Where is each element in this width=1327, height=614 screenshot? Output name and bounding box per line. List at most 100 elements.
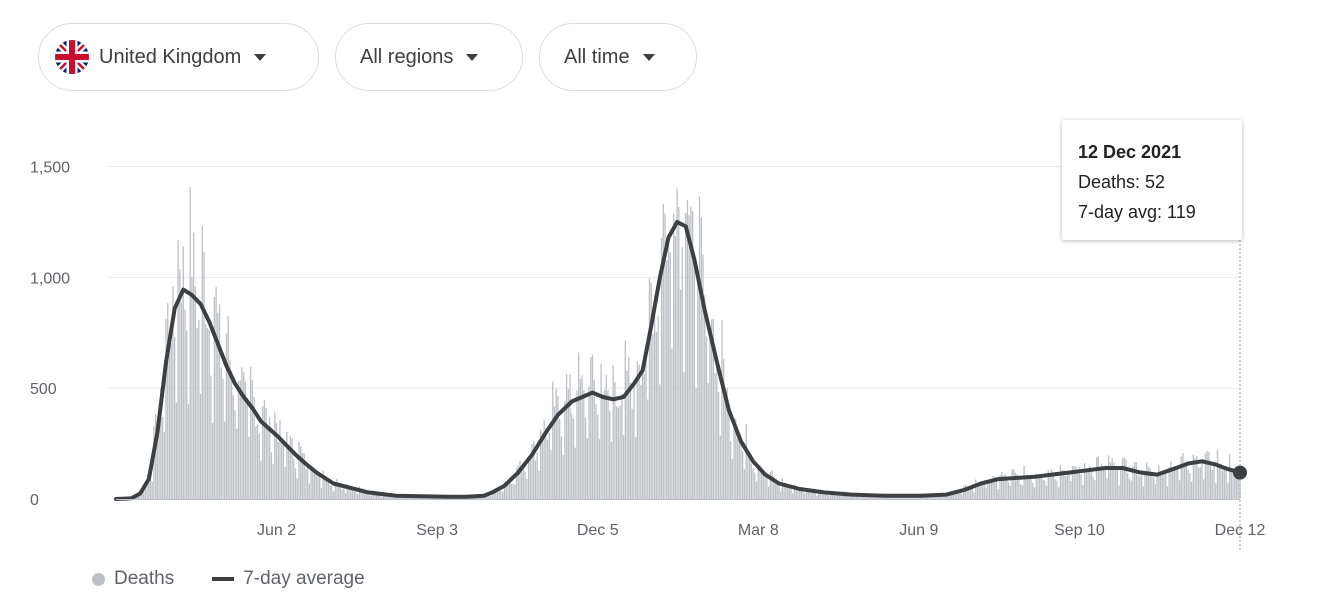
- deaths-bar: [726, 387, 728, 499]
- deaths-bar: [355, 489, 357, 499]
- deaths-bar: [631, 408, 633, 499]
- deaths-bar: [626, 371, 628, 499]
- deaths-bar: [1159, 474, 1162, 499]
- deaths-bar: [491, 491, 494, 499]
- deaths-bar: [659, 384, 661, 499]
- deaths-bar: [1018, 477, 1020, 499]
- x-tick-label: Dec 5: [577, 522, 619, 539]
- deaths-bar: [137, 495, 140, 499]
- deaths-bar: [657, 315, 659, 499]
- deaths-bar: [574, 447, 576, 499]
- deaths-bar: [148, 479, 150, 499]
- deaths-bar: [275, 422, 278, 499]
- deaths-bar: [1216, 449, 1219, 499]
- deaths-bar: [723, 358, 725, 499]
- deaths-bar: [173, 336, 176, 499]
- deaths-bar: [1185, 464, 1188, 499]
- deaths-bar: [999, 475, 1001, 499]
- deaths-bar: [780, 491, 782, 499]
- deaths-bar: [189, 187, 191, 500]
- deaths-bar: [1123, 457, 1125, 499]
- deaths-bar: [241, 367, 243, 499]
- deaths-bar: [629, 382, 632, 499]
- deaths-bar: [1097, 455, 1100, 499]
- deaths-bar: [322, 470, 324, 499]
- deaths-bar: [1132, 466, 1134, 499]
- deaths-bar: [1182, 452, 1184, 499]
- deaths-bar: [1235, 473, 1238, 499]
- deaths-bar: [624, 340, 626, 499]
- deaths-bar: [268, 417, 271, 499]
- deaths-bar: [799, 486, 801, 499]
- deaths-bar: [617, 407, 620, 499]
- deaths-bar: [348, 487, 350, 499]
- deaths-bar: [650, 282, 652, 499]
- deaths-bar: [1061, 469, 1063, 499]
- deaths-bar: [1059, 465, 1062, 499]
- deaths-bar: [1184, 462, 1186, 499]
- deaths-bar: [234, 410, 236, 499]
- deaths-bar: [301, 452, 304, 499]
- period-selector[interactable]: All time: [539, 23, 697, 91]
- deaths-bar: [493, 489, 495, 499]
- deaths-bar: [1001, 472, 1003, 499]
- deaths-bar: [256, 424, 259, 499]
- deaths-bar: [377, 494, 380, 499]
- deaths-bar: [1044, 480, 1046, 499]
- deaths-bar: [510, 483, 512, 499]
- deaths-bar: [357, 493, 359, 499]
- deaths-bar: [146, 480, 148, 499]
- deaths-bar: [804, 493, 806, 499]
- deaths-bar: [785, 482, 787, 499]
- deaths-bar: [774, 481, 777, 499]
- deaths-bar: [1064, 476, 1067, 499]
- deaths-bar: [296, 478, 298, 499]
- deaths-bar: [477, 497, 480, 499]
- deaths-bar: [745, 423, 747, 499]
- deaths-bar: [997, 489, 999, 499]
- deaths-bar: [759, 464, 761, 499]
- deaths-bar: [545, 427, 547, 499]
- deaths-bar: [742, 450, 744, 499]
- deaths-bar: [308, 483, 310, 499]
- deaths-bar: [1028, 476, 1030, 499]
- deaths-bar: [1042, 479, 1044, 499]
- deaths-bar: [180, 302, 183, 499]
- deaths-bar: [933, 495, 936, 499]
- deaths-bar: [253, 397, 255, 499]
- deaths-bar: [821, 491, 823, 499]
- deaths-bar: [155, 414, 157, 499]
- deaths-bar: [686, 199, 689, 499]
- chevron-down-icon: [466, 53, 479, 61]
- x-tick-label: Jun 9: [899, 522, 938, 539]
- deaths-bar: [983, 482, 986, 499]
- deaths-bar: [1158, 465, 1160, 499]
- deaths-bar: [1175, 469, 1177, 499]
- country-selector[interactable]: United Kingdom: [38, 23, 319, 91]
- deaths-bar: [819, 489, 822, 499]
- deaths-bar: [887, 496, 889, 499]
- deaths-bar: [270, 452, 273, 499]
- deaths-bar: [1056, 480, 1058, 499]
- deaths-bar: [669, 252, 671, 499]
- deaths-bar: [293, 458, 295, 499]
- deaths-bar: [1215, 483, 1217, 499]
- deaths-bar: [818, 489, 820, 499]
- deaths-bar: [1037, 474, 1039, 499]
- deaths-bar: [215, 287, 217, 499]
- deaths-bar: [552, 381, 554, 499]
- deaths-bar: [961, 494, 963, 499]
- deaths-bar: [980, 484, 982, 499]
- deaths-bar: [1040, 478, 1043, 499]
- deaths-bar: [1118, 485, 1120, 499]
- deaths-bar: [935, 495, 937, 499]
- deaths-bar: [198, 319, 200, 499]
- deaths-bar: [244, 381, 247, 499]
- deaths-bar: [519, 460, 521, 499]
- deaths-bar: [1087, 471, 1089, 499]
- region-selector[interactable]: All regions: [335, 23, 523, 91]
- deaths-bar: [655, 331, 658, 499]
- deaths-bar: [982, 484, 984, 499]
- deaths-bar: [721, 320, 723, 499]
- deaths-bar: [507, 480, 509, 499]
